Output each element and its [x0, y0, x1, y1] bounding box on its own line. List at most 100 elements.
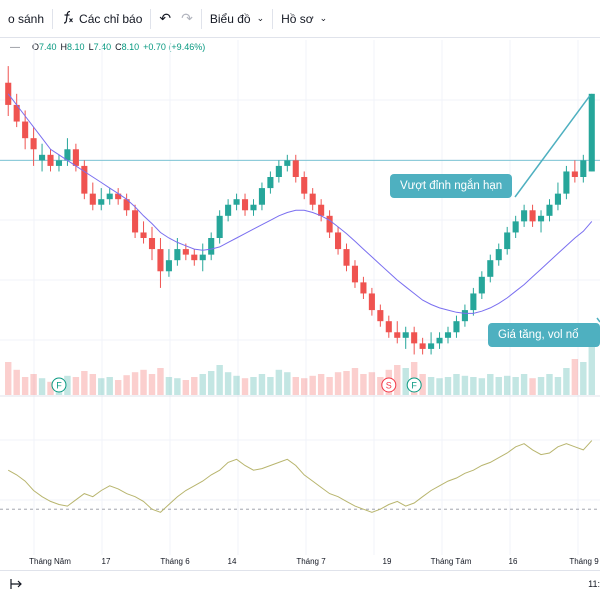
- volume-bar: [571, 359, 579, 395]
- volume-bar: [47, 381, 54, 395]
- event-label: F: [56, 381, 62, 391]
- annotation-volume[interactable]: Giá tăng, vol nổ: [488, 323, 600, 347]
- candle-body: [301, 177, 308, 194]
- candle-body: [563, 171, 570, 194]
- event-circle: [51, 377, 67, 393]
- x-axis: Tháng Năm 17 Tháng 6 14 Tháng 7 19 Tháng Tám 16…: [0, 557, 600, 569]
- candle-body: [39, 154, 46, 161]
- toolbar-divider: [272, 8, 274, 29]
- candle-body: [182, 249, 189, 255]
- candle-body: [208, 238, 215, 255]
- volume-bar: [38, 378, 46, 395]
- candle-body: [318, 204, 325, 216]
- event-circle: [406, 377, 422, 393]
- x-tick-label: Tháng Năm: [29, 557, 71, 566]
- toolbar-divider: [150, 8, 152, 29]
- candle-body: [47, 154, 54, 166]
- volume-bar: [98, 378, 105, 395]
- candle-body: [580, 160, 587, 177]
- x-tick-label: Tháng 7: [296, 557, 326, 566]
- goto-date-icon[interactable]: [8, 577, 24, 594]
- candle-body: [284, 160, 291, 166]
- function-icon: [61, 10, 75, 27]
- volume-bar: [520, 374, 528, 395]
- volume-bar: [174, 378, 181, 395]
- candle-body: [216, 215, 223, 238]
- volume-bar: [233, 375, 240, 395]
- volume-bar: [343, 371, 350, 395]
- volume-bar: [360, 374, 367, 395]
- candle-body: [428, 343, 435, 349]
- chevron-down-icon: ⌄: [319, 13, 328, 23]
- annotation-volume-text: Giá tăng, vol nổ: [498, 329, 579, 341]
- toolbar-divider: [52, 8, 54, 29]
- volume-bar: [72, 377, 80, 395]
- candle-body: [436, 337, 443, 344]
- volume-bar: [258, 374, 266, 395]
- candle-body: [402, 332, 409, 338]
- volume-bar: [588, 338, 595, 395]
- profile-label: Hồ sơ: [281, 11, 314, 26]
- rsi-pane: [0, 440, 600, 513]
- event-label: S: [386, 381, 392, 391]
- candle-body: [478, 276, 485, 294]
- volume-bar: [495, 377, 502, 395]
- collapse-icon[interactable]: ―: [10, 41, 20, 53]
- volume-bar: [114, 380, 122, 395]
- candle-body: [64, 149, 71, 161]
- x-tick-label: Tháng Tám: [430, 557, 472, 566]
- volume-bar: [394, 365, 401, 395]
- volume-bar: [563, 368, 570, 395]
- chart-type-dropdown[interactable]: Biểu đồ ⌄: [202, 0, 272, 37]
- event-label: F: [411, 381, 417, 391]
- indicators-button[interactable]: Các chỉ báo: [53, 0, 150, 37]
- undo-icon[interactable]: ↶: [159, 10, 172, 26]
- candle-body: [394, 332, 401, 338]
- volume-bar: [131, 372, 139, 395]
- volume-bar: [106, 377, 113, 395]
- volume-bar: [537, 377, 545, 395]
- x-tick-label: 16: [508, 557, 518, 566]
- candle-body: [13, 104, 20, 122]
- candle-body: [360, 282, 367, 294]
- candle-body: [199, 254, 206, 261]
- volume-bar: [402, 368, 409, 395]
- volume-bar: [191, 377, 198, 395]
- volume-bar: [165, 377, 173, 395]
- volume-bar: [216, 365, 223, 395]
- volume-bar: [30, 374, 37, 395]
- rsi-line: [7, 440, 593, 513]
- volume-bar: [436, 378, 443, 395]
- candle-body: [275, 165, 282, 177]
- clock-text: 11:: [588, 579, 600, 589]
- candle-body: [115, 193, 122, 200]
- candle-body: [512, 221, 519, 233]
- volume-bar: [377, 377, 384, 395]
- candle-body: [233, 199, 240, 205]
- volume-bar: [13, 369, 20, 395]
- volume-bar: [301, 378, 308, 395]
- annotation-breakout-text: Vượt đỉnh ngắn hạn: [400, 180, 503, 192]
- candle-body: [157, 249, 164, 272]
- event-marker: F: [51, 377, 67, 393]
- candle-body: [419, 343, 426, 349]
- volume-bar: [427, 377, 435, 395]
- volume-bar: [64, 375, 71, 395]
- profile-dropdown[interactable]: Hồ sơ ⌄: [273, 0, 335, 37]
- volume-bar: [326, 377, 333, 395]
- high-label: H: [60, 42, 68, 52]
- close-value: 8.10: [121, 42, 140, 52]
- volume-bar: [267, 377, 274, 395]
- compare-button[interactable]: o sánh: [0, 0, 52, 37]
- candle-body: [81, 165, 88, 194]
- x-tick-label: 19: [382, 557, 392, 566]
- candle-body: [385, 321, 392, 333]
- redo-icon[interactable]: ↷: [181, 10, 193, 26]
- change-value: +0.70 (+9.46%): [143, 42, 206, 52]
- annotation-breakout[interactable]: Vượt đỉnh ngắn hạn: [390, 174, 513, 198]
- volume-bar: [250, 377, 257, 395]
- moving-average-line: [7, 93, 593, 314]
- breakout-arrow: [514, 95, 591, 198]
- candle-body: [377, 310, 384, 322]
